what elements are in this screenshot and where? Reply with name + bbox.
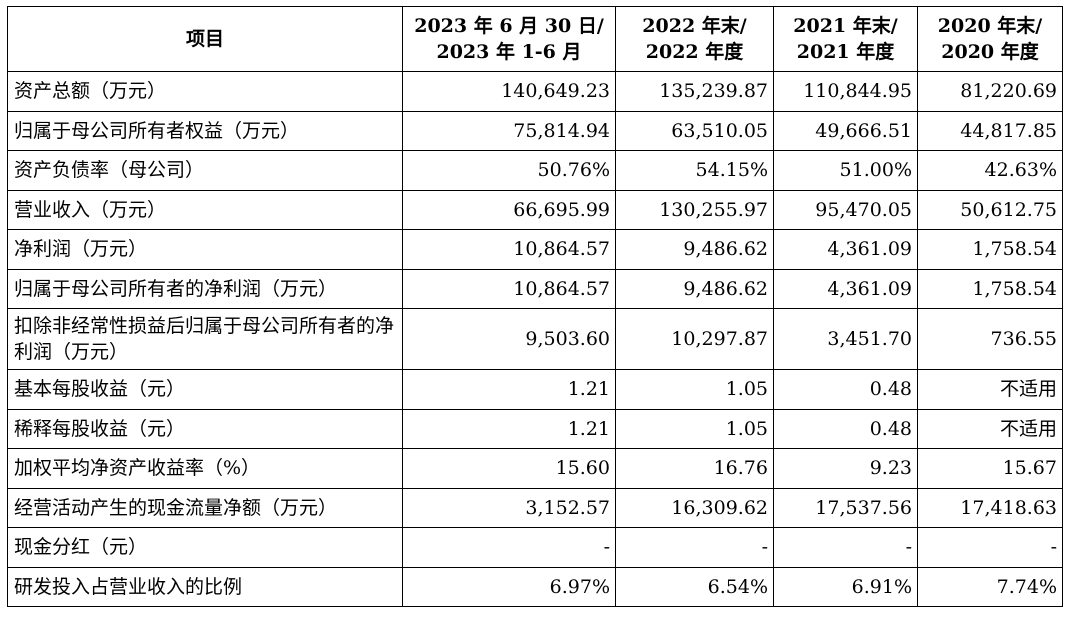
row-value: 16,309.62: [615, 487, 774, 528]
row-value: 135,239.87: [615, 71, 774, 112]
header-2020: 2020 年末/ 2020 年度: [917, 6, 1063, 72]
header-item: 项目: [7, 6, 403, 72]
header-2023-line1: 2023 年 6 月 30 日/: [414, 15, 604, 37]
row-value: 9,486.62: [615, 229, 774, 270]
row-value: 3,152.57: [402, 487, 616, 528]
row-value: 110,844.95: [773, 71, 918, 112]
header-2021: 2021 年末/ 2021 年度: [773, 6, 918, 72]
table-row: 归属于母公司所有者的净利润（万元） 10,864.57 9,486.62 4,361.…: [7, 268, 1063, 309]
row-value: 10,297.87: [615, 308, 774, 370]
row-value: 1,758.54: [917, 268, 1063, 309]
header-item-label: 项目: [185, 28, 224, 50]
row-label: 加权平均净资产收益率（%）: [7, 448, 403, 489]
header-2022: 2022 年末/ 2022 年度: [615, 6, 774, 72]
table-row: 稀释每股收益（元） 1.21 1.05 0.48 不适用: [7, 408, 1063, 449]
table-row: 资产负债率（母公司） 50.76% 54.15% 51.00% 42.63%: [7, 150, 1063, 191]
row-value: 15.67: [917, 448, 1063, 489]
row-value: 49,666.51: [773, 110, 918, 151]
row-label: 资产负债率（母公司）: [7, 150, 403, 191]
row-value: 15.60: [402, 448, 616, 489]
row-value: -: [773, 527, 918, 568]
table-header-row: 项目 2023 年 6 月 30 日/ 2023 年 1-6 月 2022 年末…: [7, 6, 1063, 72]
row-value: -: [615, 527, 774, 568]
row-value: 4,361.09: [773, 268, 918, 309]
header-2020-line1: 2020 年末/: [937, 15, 1043, 37]
row-value: 42.63%: [917, 150, 1063, 191]
header-2020-line2: 2020 年度: [941, 41, 1039, 63]
row-value: 1.05: [615, 408, 774, 449]
row-value: 95,470.05: [773, 189, 918, 230]
row-value: 10,864.57: [402, 268, 616, 309]
header-2021-line1: 2021 年末/: [793, 15, 898, 37]
row-value: 140,649.23: [402, 71, 616, 112]
row-label: 稀释每股收益（元）: [7, 408, 403, 449]
row-value: 130,255.97: [615, 189, 774, 230]
row-value: 17,418.63: [917, 487, 1063, 528]
table-row: 现金分红（元） - - - -: [7, 527, 1063, 568]
row-value: 1.05: [615, 369, 774, 410]
table-row: 加权平均净资产收益率（%） 15.60 16.76 9.23 15.67: [7, 448, 1063, 489]
row-value: 6.54%: [615, 566, 774, 607]
table-row: 研发投入占营业收入的比例 6.97% 6.54% 6.91% 7.74%: [7, 566, 1063, 607]
row-value: 1,758.54: [917, 229, 1063, 270]
table-row: 资产总额（万元） 140,649.23 135,239.87 110,844.95 81…: [7, 71, 1063, 112]
header-2022-line1: 2022 年末/: [642, 15, 747, 37]
row-label: 经营活动产生的现金流量净额（万元）: [7, 487, 403, 528]
row-value: 0.48: [773, 369, 918, 410]
row-value: 54.15%: [615, 150, 774, 191]
header-2022-line2: 2022 年度: [645, 41, 744, 63]
table-row: 归属于母公司所有者权益（万元） 75,814.94 63,510.05 49,666.…: [7, 110, 1063, 151]
row-value: 3,451.70: [773, 308, 918, 370]
row-value: 44,817.85: [917, 110, 1063, 151]
row-value: 0.48: [773, 408, 918, 449]
row-value: 1.21: [402, 408, 616, 449]
row-value: -: [402, 527, 616, 568]
row-value: 51.00%: [773, 150, 918, 191]
row-label: 资产总额（万元）: [7, 71, 403, 112]
row-value: 不适用: [917, 369, 1063, 410]
row-value: 66,695.99: [402, 189, 616, 230]
row-value: 736.55: [917, 308, 1063, 370]
row-value: 81,220.69: [917, 71, 1063, 112]
row-value: 不适用: [917, 408, 1063, 449]
row-label: 归属于母公司所有者的净利润（万元）: [7, 268, 403, 309]
row-value: 50,612.75: [917, 189, 1063, 230]
row-value: 6.97%: [402, 566, 616, 607]
row-value: 1.21: [402, 369, 616, 410]
row-value: 9,486.62: [615, 268, 774, 309]
row-label: 归属于母公司所有者权益（万元）: [7, 110, 403, 151]
table-row: 扣除非经常性损益后归属于母公司所有者的净利润（万元） 9,503.60 10,297…: [7, 308, 1063, 370]
row-value: 17,537.56: [773, 487, 918, 528]
header-2023: 2023 年 6 月 30 日/ 2023 年 1-6 月: [402, 6, 616, 72]
row-label: 基本每股收益（元）: [7, 369, 403, 410]
row-label: 扣除非经常性损益后归属于母公司所有者的净利润（万元）: [7, 308, 403, 370]
table-row: 净利润（万元） 10,864.57 9,486.62 4,361.09 1,758.54: [7, 229, 1063, 270]
row-label: 研发投入占营业收入的比例: [7, 566, 403, 607]
header-2021-line2: 2021 年度: [796, 41, 895, 63]
row-value: 63,510.05: [615, 110, 774, 151]
row-label: 营业收入（万元）: [7, 189, 403, 230]
row-value: -: [917, 527, 1063, 568]
row-label: 净利润（万元）: [7, 229, 403, 270]
table-row: 基本每股收益（元） 1.21 1.05 0.48 不适用: [7, 369, 1063, 410]
row-value: 9,503.60: [402, 308, 616, 370]
financial-table-container: 项目 2023 年 6 月 30 日/ 2023 年 1-6 月 2022 年末…: [7, 6, 1063, 607]
header-2023-line2: 2023 年 1-6 月: [436, 41, 582, 63]
row-value: 50.76%: [402, 150, 616, 191]
row-value: 7.74%: [917, 566, 1063, 607]
row-value: 6.91%: [773, 566, 918, 607]
row-label: 现金分红（元）: [7, 527, 403, 568]
row-value: 10,864.57: [402, 229, 616, 270]
row-value: 9.23: [773, 448, 918, 489]
table-row: 经营活动产生的现金流量净额（万元） 3,152.57 16,309.62 17,537…: [7, 487, 1063, 528]
row-value: 16.76: [615, 448, 774, 489]
table-body: 资产总额（万元） 140,649.23 135,239.87 110,844.95 81…: [7, 71, 1063, 607]
row-value: 4,361.09: [773, 229, 918, 270]
financial-data-table: 项目 2023 年 6 月 30 日/ 2023 年 1-6 月 2022 年末…: [7, 6, 1063, 607]
table-row: 营业收入（万元） 66,695.99 130,255.97 95,470.05 50,6…: [7, 189, 1063, 230]
row-value: 75,814.94: [402, 110, 616, 151]
